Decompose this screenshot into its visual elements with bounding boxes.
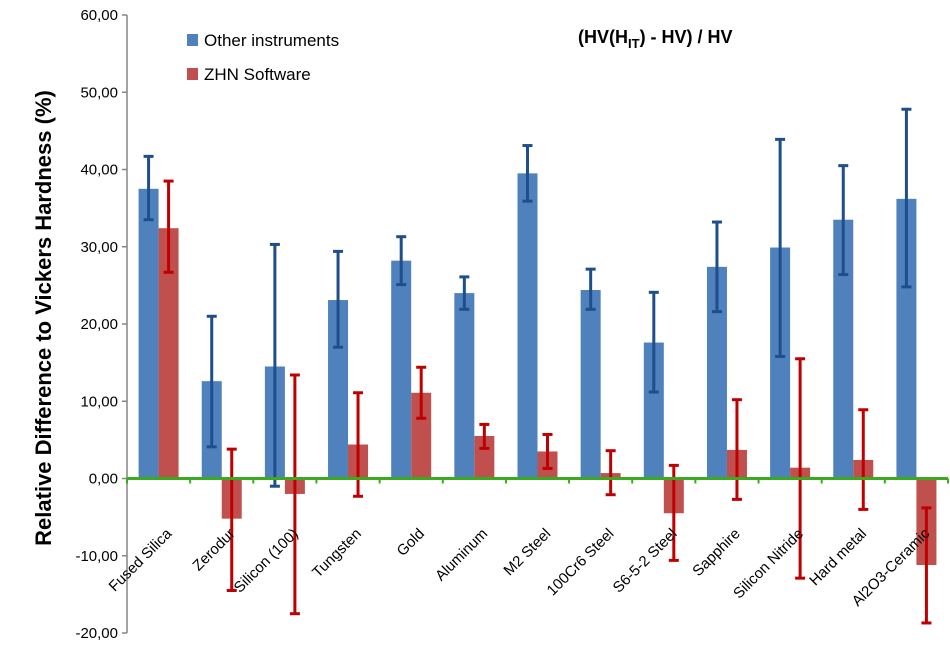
legend: Other instruments ZHN Software bbox=[187, 31, 339, 84]
category-label: Silicon (100) bbox=[231, 525, 302, 596]
legend-swatch-other-instruments bbox=[187, 34, 198, 46]
category-label: Gold bbox=[394, 525, 428, 559]
bars-group bbox=[138, 173, 937, 566]
error-bars-group bbox=[143, 107, 932, 625]
bar-zhn-software bbox=[474, 436, 495, 479]
bar-zhn-software bbox=[411, 392, 432, 479]
chart-title: (HV(HIT) - HV) / HV bbox=[578, 27, 733, 51]
y-tick-label: 10,00 bbox=[80, 393, 118, 410]
bar-other-instruments bbox=[580, 290, 601, 479]
legend-label-other-instruments: Other instruments bbox=[204, 31, 339, 50]
chart-title-main: (HV(H bbox=[578, 27, 628, 47]
bar-other-instruments bbox=[896, 198, 917, 479]
bar-other-instruments bbox=[706, 266, 727, 479]
y-tick-label: 20,00 bbox=[80, 316, 118, 333]
category-label: 100Cr6 Steel bbox=[544, 525, 618, 599]
category-label: M2 Steel bbox=[500, 525, 554, 579]
y-tick-label: -20,00 bbox=[75, 625, 118, 642]
bar-other-instruments bbox=[328, 300, 349, 479]
y-axis-label: Relative Difference to Vickers Hardness … bbox=[31, 90, 56, 546]
y-tick-label: 0,00 bbox=[89, 471, 118, 488]
y-tick-label: 60,00 bbox=[80, 7, 118, 24]
category-label: Sapphire bbox=[689, 525, 743, 579]
legend-label-zhn-software: ZHN Software bbox=[204, 65, 311, 84]
bar-other-instruments bbox=[391, 260, 412, 479]
category-label: Tungsten bbox=[309, 525, 365, 581]
zero-line-group bbox=[126, 477, 949, 484]
category-label: Hard metal bbox=[806, 525, 870, 589]
bar-other-instruments bbox=[643, 342, 664, 479]
bar-zhn-software bbox=[158, 228, 179, 479]
bar-other-instruments bbox=[517, 173, 538, 479]
axes-group: 60,00 50,00 40,00 30,00 20,00 10,00 0,00 -10,00… bbox=[75, 7, 128, 642]
y-tick-label: -10,00 bbox=[75, 548, 118, 565]
bar-other-instruments bbox=[454, 293, 475, 479]
chart-title-rest: ) - HV) / HV bbox=[640, 27, 733, 47]
legend-swatch-zhn-software bbox=[187, 68, 198, 80]
y-tick-label: 40,00 bbox=[80, 162, 118, 179]
y-tick-label: 50,00 bbox=[80, 84, 118, 101]
category-label: Aluminum bbox=[432, 525, 491, 584]
y-tick-label: 30,00 bbox=[80, 239, 118, 256]
chart-title-subscript: IT bbox=[628, 36, 640, 51]
bar-other-instruments bbox=[138, 188, 159, 479]
bar-other-instruments bbox=[833, 219, 854, 479]
bar-other-instruments bbox=[770, 247, 791, 479]
